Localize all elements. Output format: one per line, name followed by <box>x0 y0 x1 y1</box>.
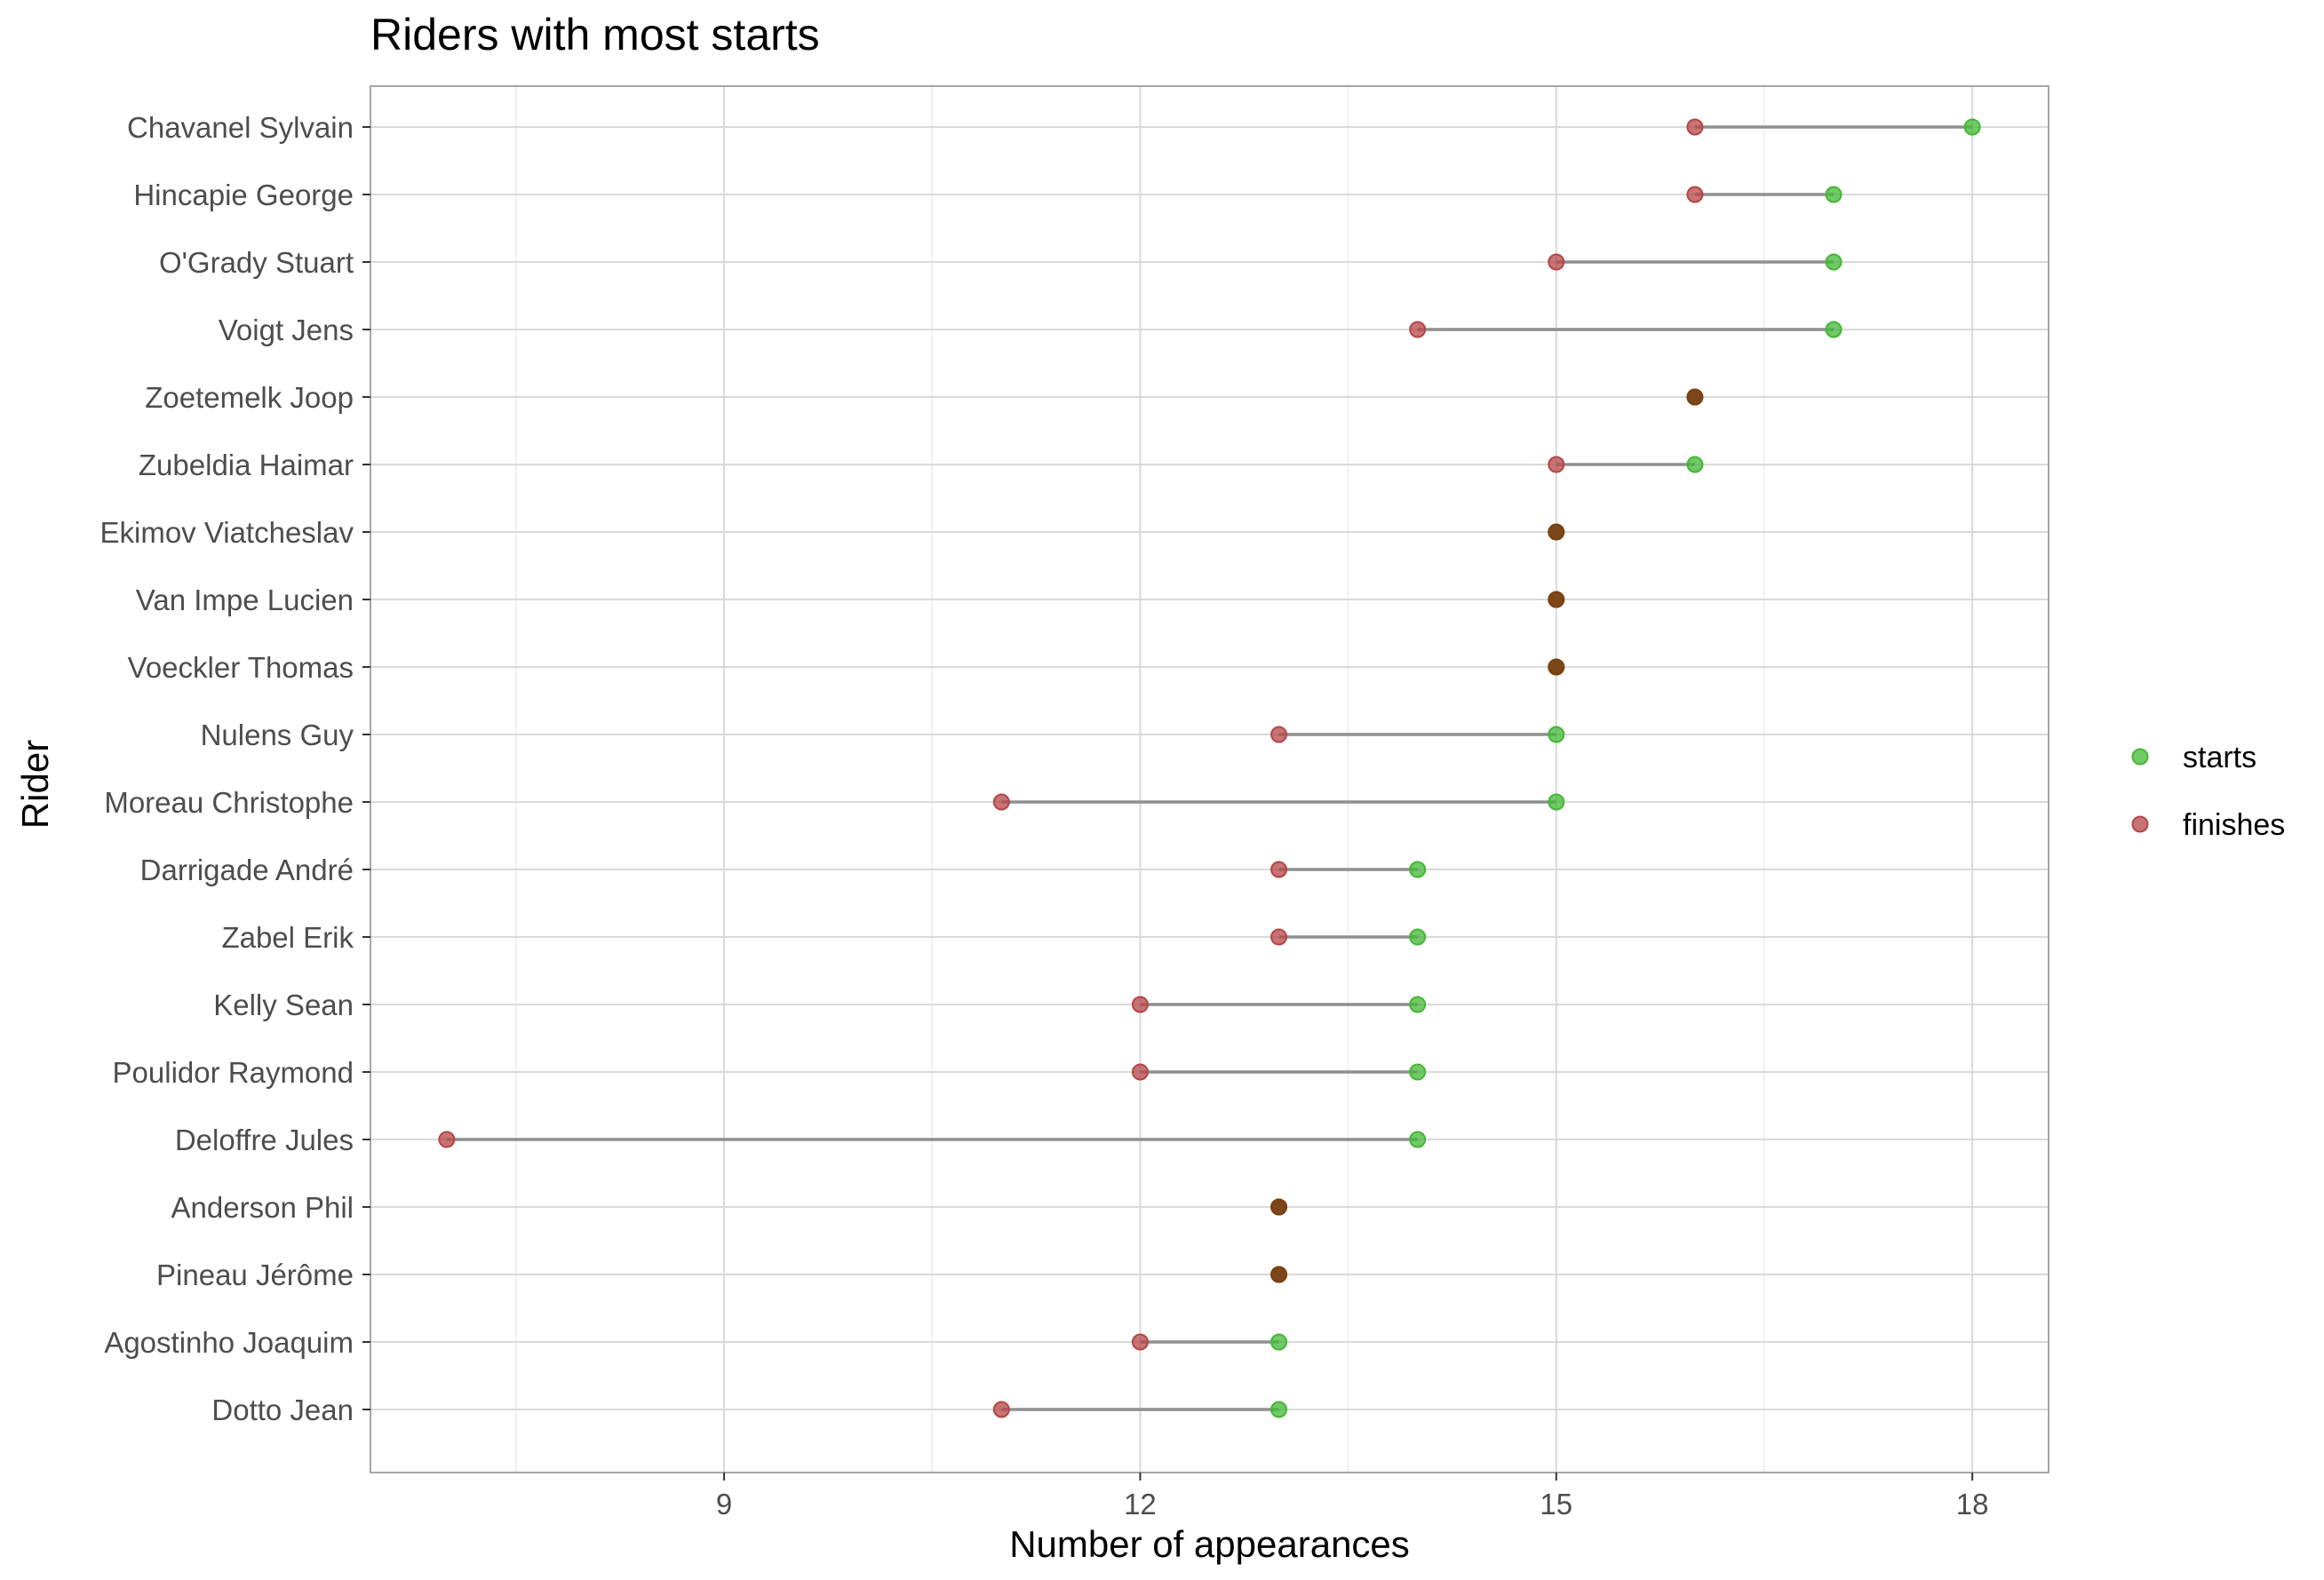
y-tick-label: Chavanel Sylvain <box>127 111 354 144</box>
y-tick-label: Dotto Jean <box>211 1393 354 1426</box>
y-tick-label: O'Grady Stuart <box>159 246 354 279</box>
point-finishes <box>992 793 1010 811</box>
y-tick-label: Darrigade André <box>140 854 354 886</box>
y-tick-label: Hincapie George <box>133 179 354 211</box>
y-tick-label: Voigt Jens <box>219 314 354 346</box>
point-finishes <box>1548 253 1565 271</box>
y-tick-label: Poulidor Raymond <box>113 1056 354 1089</box>
y-tick-label: Pineau Jérôme <box>156 1258 354 1291</box>
point-finishes <box>438 1131 456 1148</box>
point-finishes <box>1686 118 1704 136</box>
point-starts <box>1409 861 1427 878</box>
y-tick-label: Deloffre Jules <box>175 1123 354 1156</box>
y-tick-label: Voeckler Thomas <box>128 651 354 684</box>
point-finishes <box>1548 456 1565 473</box>
point-starts <box>1409 996 1427 1013</box>
y-tick-label: Moreau Christophe <box>104 786 354 819</box>
legend-key-starts <box>2131 748 2149 766</box>
point-finishes <box>1131 1063 1149 1081</box>
x-tick-label: 9 <box>716 1488 732 1520</box>
legend-label-finishes: finishes <box>2183 808 2285 842</box>
point-starts <box>1825 253 1842 271</box>
point-starts <box>1686 456 1704 473</box>
point-starts <box>1825 186 1842 203</box>
point-finishes <box>1548 591 1565 608</box>
y-tick-label: Kelly Sean <box>213 988 354 1021</box>
chart-title: Riders with most starts <box>370 10 820 60</box>
point-finishes <box>1548 523 1565 541</box>
point-finishes <box>992 1401 1010 1418</box>
legend-label-starts: starts <box>2183 741 2256 774</box>
point-finishes <box>1686 388 1704 406</box>
point-starts <box>1409 1063 1427 1081</box>
point-finishes <box>1131 996 1149 1013</box>
point-starts <box>1409 928 1427 946</box>
point-finishes <box>1270 1266 1288 1283</box>
x-tick-label: 15 <box>1540 1488 1572 1520</box>
legend-key-finishes <box>2131 815 2149 833</box>
point-starts <box>1825 321 1842 338</box>
x-tick-label: 12 <box>1124 1488 1157 1520</box>
point-finishes <box>1548 658 1565 676</box>
point-starts <box>1270 1333 1288 1351</box>
point-finishes <box>1131 1333 1149 1351</box>
y-tick-label: Zabel Erik <box>221 921 354 954</box>
point-finishes <box>1270 928 1288 946</box>
panel-border <box>370 85 2049 1473</box>
x-axis-title: Number of appearances <box>1009 1523 1410 1565</box>
y-tick-label: Van Impe Lucien <box>136 584 354 616</box>
point-starts <box>1548 726 1565 743</box>
point-finishes <box>1409 321 1427 338</box>
point-starts <box>1270 1401 1288 1418</box>
y-tick-label: Anderson Phil <box>171 1191 354 1224</box>
point-starts <box>1548 793 1565 811</box>
point-finishes <box>1686 186 1704 203</box>
y-tick-label: Agostinho Joaquim <box>104 1326 354 1359</box>
y-tick-label: Zubeldia Haimar <box>139 449 354 481</box>
point-finishes <box>1270 726 1288 743</box>
y-axis-title: Rider <box>14 739 56 830</box>
y-tick-label: Zoetemelk Joop <box>145 381 354 414</box>
point-starts <box>1963 118 1981 136</box>
point-finishes <box>1270 861 1288 878</box>
point-starts <box>1409 1131 1427 1148</box>
y-tick-label: Nulens Guy <box>201 719 354 751</box>
x-tick-label: 18 <box>1956 1488 1989 1520</box>
y-tick-label: Ekimov Viatcheslav <box>99 516 354 549</box>
point-finishes <box>1270 1198 1288 1216</box>
